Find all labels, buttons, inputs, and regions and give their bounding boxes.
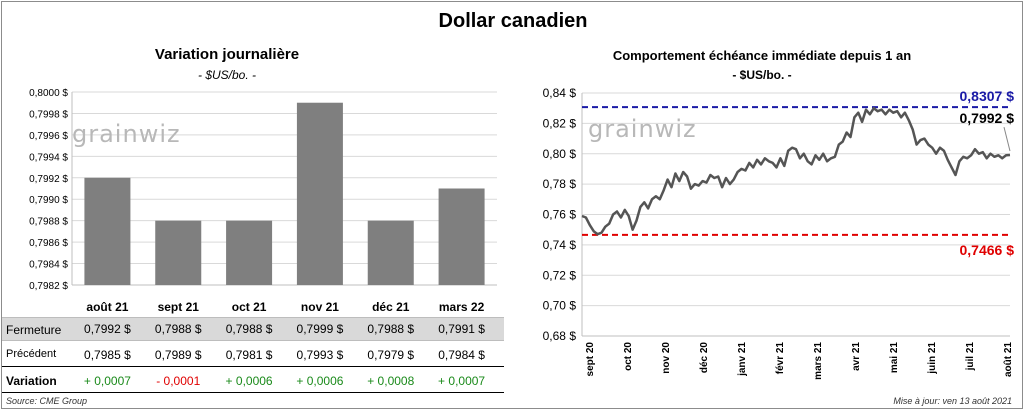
right-y-tick-label: 0,80 $ — [543, 147, 577, 161]
right-y-tick-label: 0,68 $ — [543, 329, 577, 343]
close-cell: 0,7988 $ — [367, 322, 415, 336]
previous-cell: 0,7979 $ — [367, 348, 415, 362]
variation-row-label: Variation — [6, 374, 57, 388]
bar-category-label: mars 22 — [439, 300, 485, 314]
price-series-line — [581, 106, 1011, 236]
variation-cell: + 0,0006 — [225, 374, 273, 388]
left-y-tick-label: 0,8000 $ — [29, 88, 68, 99]
source-note: Source: CME Group — [6, 396, 88, 406]
bar-4 — [367, 220, 414, 285]
left-y-tick-label: 0,7992 $ — [29, 174, 68, 185]
previous-row-label: Précédent — [6, 348, 57, 360]
right-x-tick-label: avr 21 — [851, 342, 862, 371]
previous-cell: 0,7985 $ — [84, 348, 131, 362]
left-y-tick-label: 0,7990 $ — [29, 195, 68, 206]
right-x-tick-label: mars 21 — [813, 342, 824, 380]
close-cell: 0,7991 $ — [438, 322, 485, 336]
daily-variation-bar-chart: 0,7982 $ 0,7984 $ 0,7986 $ 0,7988 $ 0,7990 $… — [29, 88, 497, 314]
right-x-tick-label: févr 21 — [775, 342, 786, 375]
right-x-tick-label: juin 21 — [927, 342, 938, 375]
low-value-label: 0,7466 $ — [960, 242, 1015, 258]
left-watermark-logo: grainwiz — [72, 120, 181, 148]
right-chart-subtitle: - $US/bo. - — [732, 68, 792, 82]
bar-category-label: sept 21 — [158, 300, 200, 314]
bar-category-label: août 21 — [86, 300, 128, 314]
right-y-tick-label: 0,70 $ — [543, 299, 577, 313]
previous-cell: 0,7993 $ — [296, 348, 344, 362]
right-y-tick-label: 0,78 $ — [543, 177, 577, 191]
right-chart-title: Comportement échéance immédiate depuis 1… — [612, 48, 912, 63]
bar-1 — [155, 220, 202, 285]
previous-row: Précédent — [2, 343, 504, 367]
right-watermark-logo: grainwiz — [588, 115, 697, 143]
bar-category-label: oct 21 — [232, 300, 267, 314]
variation-cell: - 0,0001 — [156, 374, 201, 388]
previous-cell: 0,7984 $ — [438, 348, 485, 362]
left-y-tick-label: 0,7994 $ — [29, 152, 68, 163]
main-title: Dollar canadien — [438, 10, 588, 32]
bar-category-label: déc 21 — [372, 300, 410, 314]
bar-3 — [296, 102, 343, 285]
right-y-tick-label: 0,84 $ — [543, 86, 577, 100]
bar-5 — [438, 188, 485, 285]
right-x-tick-label: août 21 — [1003, 342, 1014, 377]
right-x-tick-label: mai 21 — [889, 342, 900, 374]
left-y-tick-label: 0,7988 $ — [29, 217, 68, 228]
variation-cell: + 0,0007 — [438, 374, 486, 388]
left-y-tick-label: 0,7996 $ — [29, 131, 68, 142]
variation-row: Variation — [2, 369, 504, 393]
previous-cell: 0,7981 $ — [225, 348, 273, 362]
close-row-label: Fermeture — [6, 323, 62, 337]
update-note: Mise à jour: ven 13 août 2021 — [893, 396, 1012, 406]
right-x-tick-label: déc 20 — [699, 342, 710, 374]
variation-cell: + 0,0006 — [296, 374, 344, 388]
one-year-line-chart: 0,68 $ 0,70 $ 0,72 $ 0,74 $ 0,76 $ 0,78 $ 0,80… — [543, 86, 1015, 380]
right-x-tick-label: janv 21 — [737, 342, 748, 377]
bar-2 — [226, 220, 273, 285]
left-y-tick-label: 0,7984 $ — [29, 260, 68, 271]
high-value-label: 0,8307 $ — [960, 88, 1015, 104]
right-y-tick-label: 0,82 $ — [543, 116, 577, 130]
variation-cell: + 0,0008 — [367, 374, 415, 388]
bar-category-label: nov 21 — [301, 300, 339, 314]
left-y-tick-label: 0,7986 $ — [29, 238, 68, 249]
bar-0 — [84, 177, 131, 285]
right-y-tick-label: 0,74 $ — [543, 238, 577, 252]
left-chart-subtitle: - $US/bo. - — [197, 68, 257, 82]
close-cell: 0,7988 $ — [154, 322, 202, 336]
previous-cell: 0,7989 $ — [154, 348, 202, 362]
last-value-leader — [1003, 127, 1011, 152]
right-x-tick-label: juil 21 — [965, 342, 976, 372]
close-cell: 0,7988 $ — [225, 322, 273, 336]
right-y-tick-label: 0,76 $ — [543, 208, 577, 222]
close-cell: 0,7999 $ — [296, 322, 344, 336]
last-value-label: 0,7992 $ — [960, 110, 1015, 126]
close-row: Fermeture — [2, 317, 504, 341]
right-y-tick-label: 0,72 $ — [543, 268, 577, 282]
right-x-tick-label: sept 20 — [585, 342, 596, 377]
left-y-tick-label: 0,7982 $ — [29, 281, 68, 292]
close-cell: 0,7992 $ — [84, 322, 131, 336]
left-y-tick-label: 0,7998 $ — [29, 109, 68, 120]
right-x-tick-label: nov 20 — [661, 342, 672, 374]
variation-cell: + 0,0007 — [83, 374, 131, 388]
right-x-tick-label: oct 20 — [623, 342, 634, 371]
left-chart-title: Variation journalière — [154, 46, 300, 63]
